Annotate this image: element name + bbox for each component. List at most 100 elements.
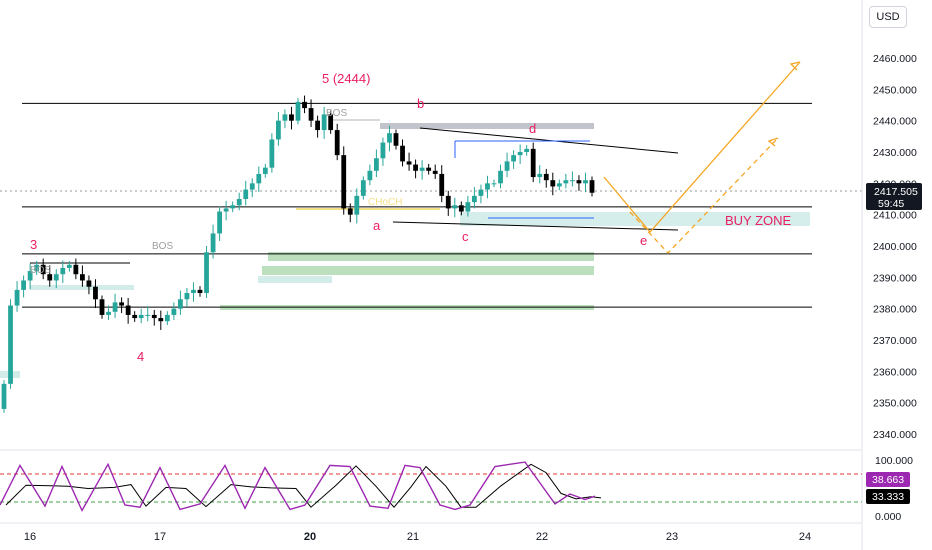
candle xyxy=(145,306,151,322)
candle-body xyxy=(60,267,66,275)
zone-light-2 xyxy=(30,285,134,290)
candle xyxy=(66,261,72,272)
candle xyxy=(106,305,111,320)
candle-body xyxy=(262,167,268,174)
candle xyxy=(334,123,340,161)
stochastic-pane xyxy=(0,461,862,513)
candle xyxy=(537,165,543,184)
price-tick-label: 2370.000 xyxy=(873,335,917,347)
candle xyxy=(34,261,40,275)
candle xyxy=(543,168,549,188)
candle xyxy=(374,149,379,178)
candle-body xyxy=(511,155,516,162)
candle-body xyxy=(276,120,281,140)
candle-body xyxy=(491,183,497,185)
candle xyxy=(485,175,490,199)
price-tick-label: 2380.000 xyxy=(873,304,917,316)
candle-body xyxy=(458,205,464,212)
stoch-tick-0: 0.000 xyxy=(875,511,901,523)
candle-body xyxy=(132,314,138,319)
candle xyxy=(256,166,262,193)
candle-body xyxy=(112,302,118,312)
candle-body xyxy=(589,180,595,193)
candle-body xyxy=(465,202,471,212)
projection-arrow-head-alt xyxy=(767,137,779,147)
candle xyxy=(171,302,177,320)
candle-body xyxy=(432,170,438,174)
candle-body xyxy=(445,195,451,209)
candle-body xyxy=(302,101,307,109)
candle xyxy=(445,190,451,216)
wave-label-c: c xyxy=(462,229,469,244)
last-price-label: 2417.505 xyxy=(874,186,918,198)
buy-zone-label: BUY ZONE xyxy=(725,213,792,228)
candle xyxy=(178,290,183,315)
candle-body xyxy=(452,205,458,209)
candle xyxy=(1,380,7,413)
candle xyxy=(308,99,314,127)
wave-label-a: a xyxy=(373,218,381,233)
candle xyxy=(413,159,418,179)
candle xyxy=(204,246,209,299)
candle xyxy=(289,106,294,130)
candle xyxy=(465,195,471,217)
price-tick-label: 2440.000 xyxy=(873,116,917,128)
time-axis[interactable]: 16 17 20 21 22 23 24 xyxy=(24,531,811,543)
candle xyxy=(151,309,157,326)
candle-body xyxy=(321,114,327,131)
candle xyxy=(400,139,405,167)
candle xyxy=(191,282,196,302)
candle-body xyxy=(223,208,229,212)
candle xyxy=(243,180,249,206)
candle xyxy=(210,224,216,259)
candle-body xyxy=(478,189,484,196)
candle xyxy=(164,311,170,325)
candle xyxy=(498,164,503,189)
candle xyxy=(119,297,124,314)
candle-body xyxy=(204,252,209,293)
candle xyxy=(347,203,353,223)
candle xyxy=(328,110,334,134)
price-tick-label: 2350.000 xyxy=(873,398,917,410)
candle xyxy=(60,260,66,283)
candle xyxy=(387,125,392,152)
demand-zone-1 xyxy=(268,252,594,261)
candle xyxy=(184,287,190,307)
candle-body xyxy=(328,114,334,131)
candle xyxy=(511,150,516,169)
zones xyxy=(0,123,810,378)
countdown-label: 59:45 xyxy=(878,198,904,210)
candle xyxy=(138,308,144,324)
candle-body xyxy=(426,167,432,171)
candle-body xyxy=(295,101,301,121)
candle xyxy=(132,311,138,322)
supply-zone-b xyxy=(380,123,594,129)
candle-body xyxy=(8,305,13,384)
candle-body xyxy=(576,180,582,184)
candle-body xyxy=(40,264,46,275)
wave-label-d: d xyxy=(529,121,536,136)
candle xyxy=(125,298,131,324)
candle-body xyxy=(27,271,33,281)
candle-body xyxy=(151,314,157,319)
candle xyxy=(472,187,477,209)
candle-body xyxy=(354,195,360,215)
candle-body xyxy=(14,289,20,306)
currency-selector[interactable]: USD xyxy=(869,6,907,28)
candle xyxy=(282,109,288,129)
candle xyxy=(230,201,236,213)
candle xyxy=(517,144,523,164)
price-axis[interactable]: 2340.000 2350.000 2360.000 2370.000 2380.000… xyxy=(873,53,917,441)
candle-body xyxy=(504,161,510,171)
wave-label-4: 4 xyxy=(137,349,144,364)
candle-body xyxy=(1,383,7,409)
candle xyxy=(99,295,105,319)
candle xyxy=(223,200,229,221)
stoch-k-value: 38.663 xyxy=(872,474,904,486)
candle-body xyxy=(86,280,92,287)
candle-body xyxy=(393,133,399,146)
candle xyxy=(563,173,569,189)
candle xyxy=(550,172,556,196)
levels xyxy=(22,102,812,308)
